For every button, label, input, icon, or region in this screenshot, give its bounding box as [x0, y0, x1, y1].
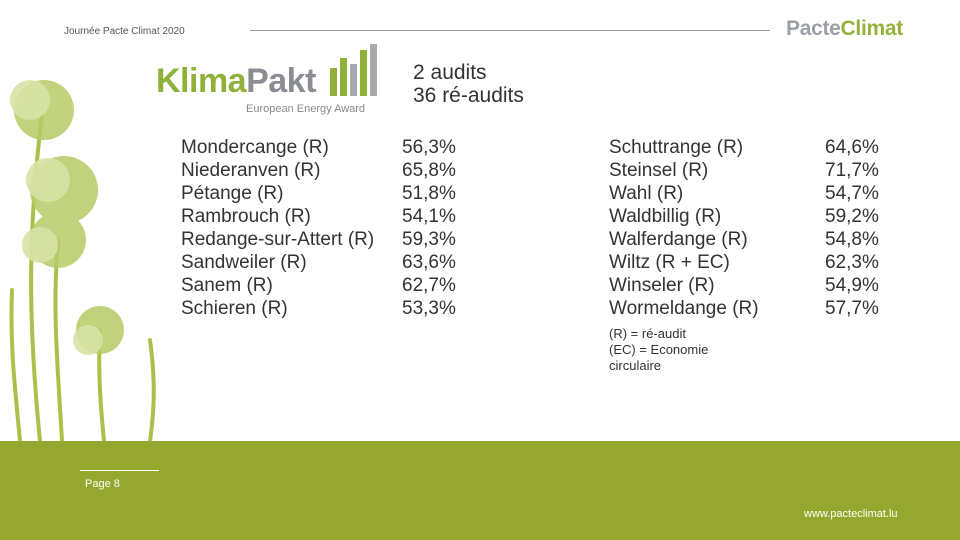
brand-word-2: Climat: [840, 17, 904, 40]
list-item: Schieren (R): [181, 298, 288, 319]
klimapakt-word-1: Klima: [156, 62, 247, 100]
score-value: 57,7%: [825, 298, 879, 319]
score-value: 54,1%: [402, 206, 456, 227]
bar-chart-logo-icon: [330, 44, 377, 96]
list-item: Wormeldange (R): [609, 298, 759, 319]
score-value: 62,7%: [402, 275, 456, 296]
score-value: 64,6%: [825, 137, 879, 158]
header-divider: [250, 30, 770, 31]
list-item: Pétange (R): [181, 183, 284, 204]
klimapakt-wordmark: KlimaPakt: [156, 62, 316, 101]
score-value: 65,8%: [402, 160, 456, 181]
page-number: Page 8: [85, 478, 120, 490]
list-item: Schuttrange (R): [609, 137, 744, 158]
legend-line: (EC) = Economie: [609, 342, 709, 357]
score-value: 54,9%: [825, 275, 879, 296]
legend-line: (R) = ré-audit: [609, 326, 686, 341]
list-item: Mondercange (R): [181, 137, 329, 158]
score-value: 54,8%: [825, 229, 879, 250]
score-value: 59,2%: [825, 206, 879, 227]
audit-summary: 2 audits 36 ré-audits: [413, 61, 524, 107]
list-item: Winseler (R): [609, 275, 715, 296]
score-value: 56,3%: [402, 137, 456, 158]
website-link[interactable]: www.pacteclimat.lu: [804, 508, 898, 520]
audits-count: 2 audits: [413, 61, 487, 84]
list-item: Walferdange (R): [609, 229, 748, 250]
event-label: Journée Pacte Climat 2020: [64, 26, 185, 37]
list-item: Niederanven (R): [181, 160, 321, 181]
score-value: 53,3%: [402, 298, 456, 319]
commune-scores-left: 56,3% 65,8% 51,8% 54,1% 59,3% 63,6% 62,7…: [402, 136, 456, 320]
list-item: Redange-sur-Attert (R): [181, 229, 375, 250]
abbreviation-legend: (R) = ré-audit (EC) = Economie circulair…: [609, 326, 708, 374]
klimapakt-subtitle: European Energy Award: [246, 103, 366, 115]
list-item: Sanem (R): [181, 275, 273, 296]
score-value: 59,3%: [402, 229, 456, 250]
flower-decoration: [9, 80, 156, 441]
list-item: Waldbillig (R): [609, 206, 722, 227]
list-item: Sandweiler (R): [181, 252, 307, 273]
footer-divider: [80, 470, 159, 471]
score-value: 62,3%: [825, 252, 879, 273]
score-value: 63,6%: [402, 252, 456, 273]
list-item: Rambrouch (R): [181, 206, 311, 227]
list-item: Wiltz (R + EC): [609, 252, 730, 273]
reaudits-count: 36 ré-audits: [413, 84, 524, 107]
klimapakt-word-2: Pakt: [246, 62, 316, 100]
legend-line: circulaire: [609, 358, 662, 373]
brand-word-1: Pacte: [786, 17, 841, 40]
commune-names-left: Mondercange (R) Niederanven (R) Pétange …: [181, 136, 374, 320]
klimapakt-logo: KlimaPakt European Energy Award: [156, 44, 388, 122]
score-value: 51,8%: [402, 183, 456, 204]
commune-scores-right: 64,6% 71,7% 54,7% 59,2% 54,8% 62,3% 54,9…: [825, 136, 879, 320]
list-item: Steinsel (R): [609, 160, 709, 181]
footer-band: [0, 441, 960, 540]
score-value: 71,7%: [825, 160, 879, 181]
commune-names-right: Schuttrange (R) Steinsel (R) Wahl (R) Wa…: [609, 136, 759, 320]
pacte-climat-logo: PacteClimat: [786, 17, 903, 41]
list-item: Wahl (R): [609, 183, 684, 204]
score-value: 54,7%: [825, 183, 879, 204]
